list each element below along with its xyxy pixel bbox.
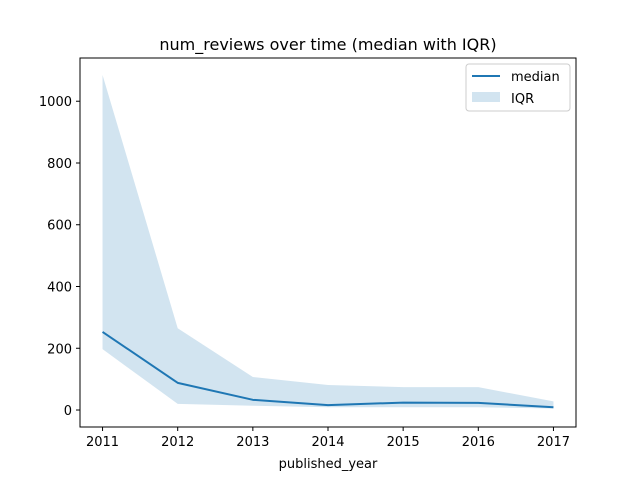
- x-axis: 2011 2012 2013 2014 2015 2016 2017: [86, 427, 570, 450]
- legend-median-label: median: [511, 70, 560, 85]
- iqr-band: [102, 74, 554, 409]
- x-tick-label: 2014: [311, 435, 344, 450]
- legend: median IQR: [465, 63, 571, 112]
- y-tick-label: 200: [47, 342, 72, 357]
- x-tick-label: 2017: [537, 435, 570, 450]
- x-axis-label: published_year: [279, 457, 378, 472]
- legend-iqr-swatch: [472, 92, 500, 102]
- y-tick-label: 800: [47, 157, 72, 172]
- x-tick-label: 2012: [161, 435, 194, 450]
- x-tick-label: 2013: [236, 435, 269, 450]
- x-tick-label: 2011: [86, 435, 119, 450]
- y-tick-label: 1000: [39, 95, 72, 110]
- x-tick-label: 2015: [387, 435, 420, 450]
- y-tick-label: 400: [47, 281, 72, 296]
- y-axis: 0 200 400 600 800 1000: [39, 95, 80, 419]
- y-tick-label: 600: [47, 219, 72, 234]
- plot-area: [101, 74, 554, 409]
- legend-iqr-label: IQR: [511, 92, 534, 107]
- median-line: [101, 331, 554, 409]
- y-tick-label: 0: [64, 404, 72, 419]
- x-tick-label: 2016: [462, 435, 495, 450]
- chart-title: num_reviews over time (median with IQR): [159, 35, 496, 55]
